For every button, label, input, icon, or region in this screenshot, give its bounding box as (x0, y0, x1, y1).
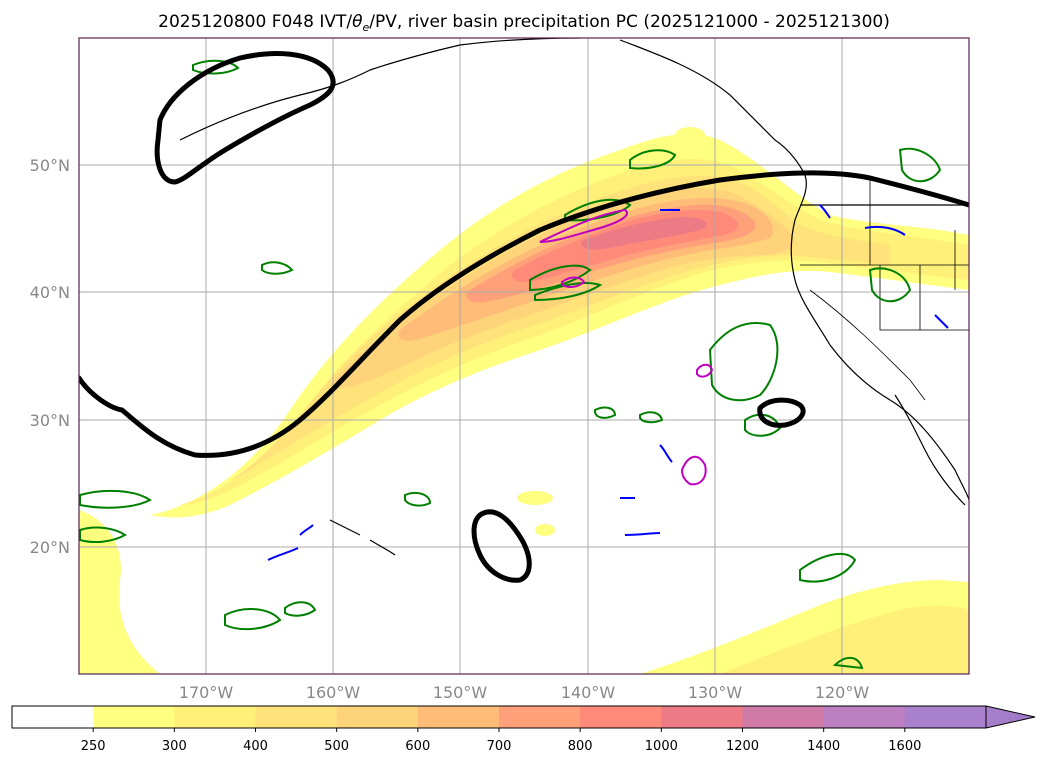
colorbar-label-500: 500 (324, 739, 349, 754)
colorbar-segment-7 (580, 706, 662, 728)
lon-label-120w: 120°W (815, 683, 870, 702)
ivt-shade-250-patch-c (675, 127, 705, 143)
colorbar-label-600: 600 (405, 739, 430, 754)
green-contour-east-pac-b (639, 411, 664, 424)
lon-label-130w: 130°W (688, 683, 743, 702)
colorbar: 250 300 400 500 600 700 800 1000 1200 1400 1600 (11, 705, 1036, 754)
green-contour-southeast (799, 552, 857, 583)
magenta-contour-ne-pacific-b (561, 276, 586, 288)
green-contour-streak (534, 282, 603, 302)
black-contour-jet (79, 170, 969, 458)
blue-contour-nevada (934, 314, 949, 329)
colorbar-label-1600: 1600 (888, 739, 921, 754)
map-panel (78, 37, 970, 675)
colorbar-label-1400: 1400 (807, 739, 840, 754)
colorbar-segment-9 (742, 706, 825, 728)
lat-label-40n: 40°N (30, 283, 70, 302)
hawaii-islands (329, 519, 396, 556)
colorbar-segment-4 (336, 706, 419, 728)
baja-california (894, 394, 966, 506)
green-contour-north-b (261, 261, 294, 275)
colorbar-label-700: 700 (487, 739, 512, 754)
green-contour-hawaii-north (404, 492, 432, 507)
west-coast-north-america (790, 174, 969, 501)
lat-label-50n: 50°N (30, 156, 70, 175)
blue-contours (267, 204, 949, 561)
longitude-labels: 170°W 160°W 150°W 140°W 130°W 120°W (179, 683, 870, 702)
magenta-contours (539, 208, 714, 486)
chart-title: 2025120800 F048 IVT/θe/PV, river basin p… (158, 12, 890, 34)
lon-label-170w: 170°W (179, 683, 234, 702)
lon-label-150w: 150°W (433, 683, 488, 702)
green-contour-ne-pacific (529, 264, 592, 292)
green-contour-gulf (564, 198, 632, 222)
ivt-shading (79, 127, 969, 674)
map-frame (78, 37, 970, 675)
green-contour-west-b (79, 526, 127, 544)
lon-label-160w: 160°W (306, 683, 361, 702)
green-contour-north (192, 59, 240, 75)
colorbar-extend-arrow (985, 705, 1036, 729)
blue-contour-subtropic-c (659, 444, 673, 463)
green-contour-south (224, 608, 282, 631)
green-contour-bc (629, 149, 677, 170)
black-contour-alaska-loop (154, 51, 336, 185)
colorbar-label-1200: 1200 (726, 739, 759, 754)
map-content (79, 38, 969, 674)
green-contour-south-b (284, 601, 317, 617)
latitude-labels: 50°N 40°N 30°N 20°N (30, 156, 70, 557)
colorbar-segment-11 (904, 706, 987, 728)
black-contours (79, 51, 969, 583)
alaska-coast (179, 38, 806, 176)
green-contours (79, 59, 942, 670)
colorbar-segment-5 (417, 706, 500, 728)
green-contour-rockies-b (868, 267, 912, 303)
colorbar-labels: 250 300 400 500 600 700 800 1000 1200 1400 1600 (81, 728, 921, 754)
ivt-shade-250-south (79, 510, 160, 674)
blue-contour-hawaii (267, 547, 299, 561)
colorbar-label-800: 800 (568, 739, 593, 754)
lon-label-140w: 140°W (561, 683, 616, 702)
map-background (79, 38, 969, 674)
ivt-shade-250-patch-a (517, 491, 553, 505)
coastlines (179, 38, 969, 556)
lat-label-20n: 20°N (30, 538, 70, 557)
black-contour-small-loop (757, 397, 806, 428)
colorbar-segment-0 (12, 706, 94, 728)
magenta-contour-ne-pacific (539, 208, 628, 243)
blue-contour-hawaii-b (299, 524, 314, 536)
green-contour-west (79, 489, 152, 509)
ivt-shade-250-patch-b (535, 524, 555, 536)
colorbar-segment-6 (499, 706, 581, 728)
colorbar-label-400: 400 (243, 739, 268, 754)
green-contour-rockies (898, 147, 942, 183)
colorbar-label-1000: 1000 (645, 739, 678, 754)
green-contour-midpacific (708, 322, 779, 402)
blue-contour-west-coast-b (819, 204, 831, 219)
magenta-contour-midpacific (696, 363, 714, 378)
colorbar-segment-10 (823, 706, 906, 728)
magenta-contour-subtropic (680, 455, 707, 486)
colorbar-segment-3 (255, 706, 338, 728)
ivt-shade-300-southeast (720, 605, 969, 674)
green-contour-east-pac (594, 406, 617, 419)
colorbar-label-300: 300 (162, 739, 187, 754)
ivt-shade-1000 (581, 217, 707, 250)
colorbar-segment-2 (174, 706, 256, 728)
lat-label-30n: 30°N (30, 411, 70, 430)
state-borders (800, 178, 969, 401)
blue-contour-west-coast (864, 225, 906, 236)
colorbar-segment-1 (93, 706, 175, 728)
colorbar-label-250: 250 (81, 739, 106, 754)
blue-contour-subtropic-b (624, 532, 661, 536)
colorbar-segment-8 (661, 706, 743, 728)
green-contour-southeast-b (832, 656, 864, 670)
black-contour-closed-low (471, 509, 532, 583)
colorbar-segments (12, 706, 987, 728)
